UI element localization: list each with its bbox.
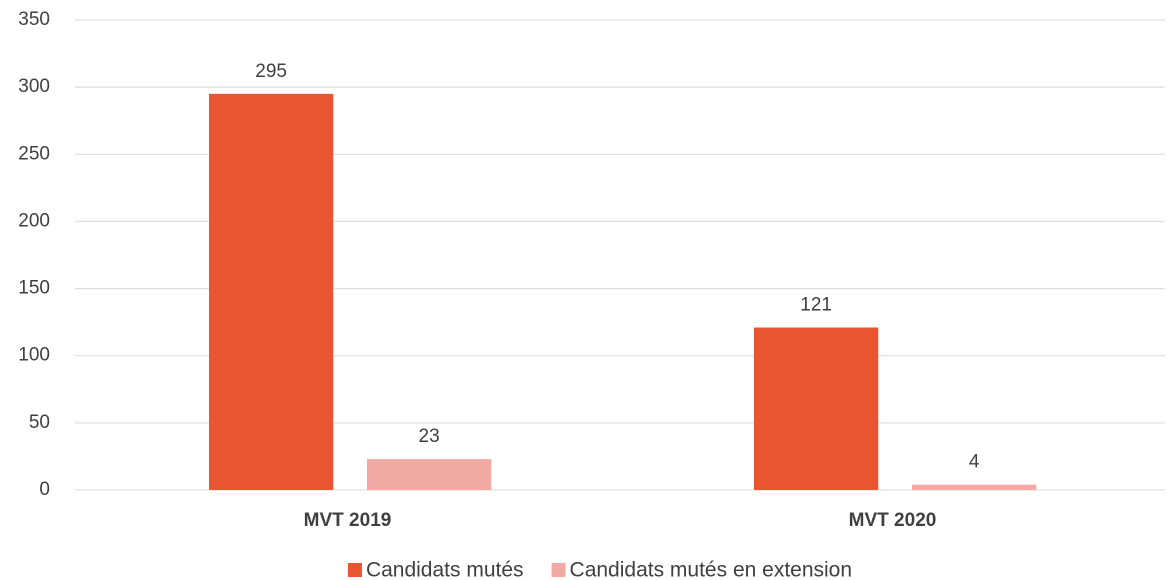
legend-label: Candidats mutés	[366, 559, 524, 580]
y-tick-label: 0	[39, 479, 50, 500]
bar	[209, 93, 334, 490]
data-label: 121	[800, 295, 832, 316]
legend-swatch	[551, 563, 566, 577]
bar	[367, 459, 492, 490]
y-tick-label: 50	[29, 412, 50, 433]
data-label: 295	[255, 61, 287, 82]
data-label: 23	[419, 426, 440, 447]
data-label: 4	[969, 452, 980, 473]
x-tick-label: MVT 2020	[849, 510, 937, 531]
legend-swatch	[347, 563, 362, 577]
y-tick-label: 150	[18, 278, 50, 299]
legend-label: Candidats mutés en extension	[570, 559, 853, 580]
y-tick-label: 200	[18, 210, 50, 231]
x-tick-label: MVT 2019	[304, 510, 392, 531]
y-tick-label: 250	[18, 143, 50, 164]
y-tick-label: 350	[18, 9, 50, 30]
y-tick-label: 100	[18, 345, 50, 366]
y-tick-label: 300	[18, 76, 50, 97]
bar	[912, 484, 1037, 490]
bar	[754, 327, 879, 490]
